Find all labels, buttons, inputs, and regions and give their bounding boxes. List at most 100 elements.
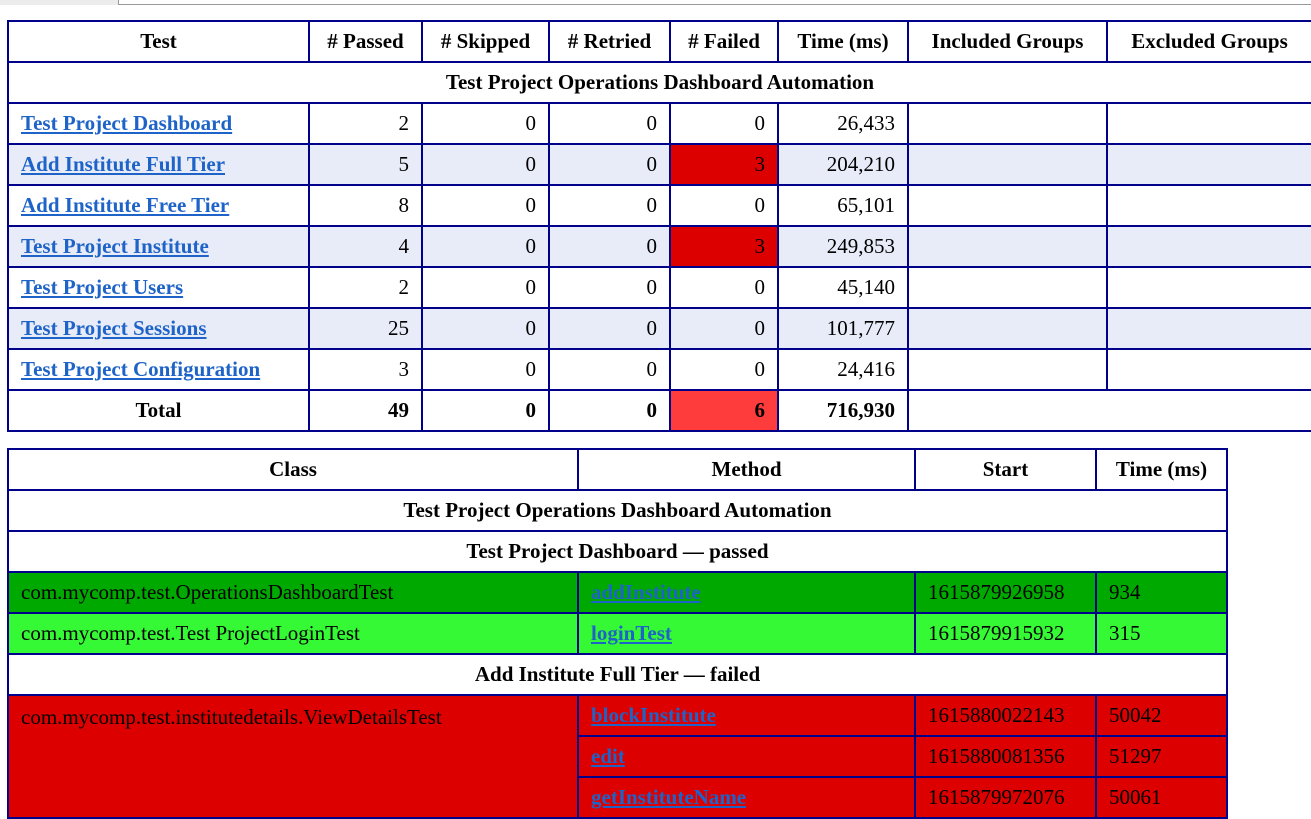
top-input-edge [118,0,1311,5]
table-row: Test Project Institute 4 0 0 3 249,853 [7,225,1311,268]
time-value: 934 [1095,571,1228,614]
table-row: getInstituteName 1615879972076 50061 [8,776,1228,819]
header-included-groups: Included Groups [907,20,1108,63]
test-link-configuration[interactable]: Test Project Configuration [21,357,261,381]
header-time: Time (ms) [1095,448,1228,491]
table-row: Test Project Users 2 0 0 0 45,140 [7,266,1311,309]
excluded-groups-cell [1106,143,1311,186]
header-start: Start [914,448,1097,491]
skipped-count: 0 [421,184,550,227]
detail-header-row: Class Method Start Time (ms) [7,448,1228,491]
header-test: Test [7,20,310,63]
test-link-add-institute-full-tier[interactable]: Add Institute Full Tier [21,152,226,176]
failed-count: 3 [669,225,779,268]
header-excluded-groups: Excluded Groups [1106,20,1311,63]
method-cell: edit [577,735,916,778]
summary-total-row: Total 49 0 0 6 716,930 [7,389,1311,432]
method-link-addInstitute[interactable]: addInstitute [591,580,701,604]
test-link-sessions[interactable]: Test Project Sessions [21,316,207,340]
method-cell: loginTest [577,612,916,655]
time-value: 26,433 [777,102,909,145]
class-name: com.mycomp.test.OperationsDashboardTest [7,571,579,614]
time-value: 51297 [1095,735,1228,778]
start-value: 1615879972076 [914,776,1097,819]
summary-suite-row: Test Project Operations Dashboard Automa… [7,61,1311,104]
total-passed: 49 [308,389,423,432]
included-groups-cell [907,348,1108,391]
skipped-count: 0 [421,102,550,145]
method-link-blockInstitute[interactable]: blockInstitute [591,703,716,727]
table-row: Add Institute Full Tier 5 0 0 3 204,210 [7,143,1311,186]
test-name-cell: Test Project Configuration [7,348,310,391]
included-groups-cell [907,266,1108,309]
passed-count: 8 [308,184,423,227]
suite-name: Test Project Operations Dashboard Automa… [7,61,1311,104]
test-name-cell: Test Project Institute [7,225,310,268]
suite-summary-table: Test # Passed # Skipped # Retried # Fail… [7,20,1311,432]
start-value: 1615880022143 [914,694,1097,737]
total-retried: 0 [548,389,671,432]
top-tab-strip [0,0,118,5]
skipped-count: 0 [421,266,550,309]
passed-count: 4 [308,225,423,268]
method-link-edit[interactable]: edit [591,744,625,768]
time-value: 24,416 [777,348,909,391]
table-row: com.mycomp.test.OperationsDashboardTest … [7,571,1228,614]
included-groups-cell [907,307,1108,350]
browser-top-edge [0,0,1311,6]
group-title-row: Test Project Dashboard — passed [7,530,1228,573]
failed-count: 0 [669,266,779,309]
test-link-dashboard[interactable]: Test Project Dashboard [21,111,233,135]
failed-count: 0 [669,102,779,145]
total-time: 716,930 [777,389,909,432]
start-value: 1615879915932 [914,612,1097,655]
total-groups-cell [907,389,1311,432]
method-detail-table: Class Method Start Time (ms) Test Projec… [7,448,1228,819]
group-title-full-tier-failed: Add Institute Full Tier — failed [7,653,1228,696]
time-value: 50061 [1095,776,1228,819]
detail-suite-name: Test Project Operations Dashboard Automa… [7,489,1228,532]
header-failed: # Failed [669,20,779,63]
retried-count: 0 [548,307,671,350]
retried-count: 0 [548,348,671,391]
excluded-groups-cell [1106,225,1311,268]
excluded-groups-cell [1106,266,1311,309]
test-name-cell: Add Institute Free Tier [7,184,310,227]
failed-count: 0 [669,307,779,350]
time-value: 50042 [1095,694,1228,737]
skipped-count: 0 [421,348,550,391]
test-link-add-institute-free-tier[interactable]: Add Institute Free Tier [21,193,230,217]
included-groups-cell [907,102,1108,145]
group-title-row: Add Institute Full Tier — failed [7,653,1228,696]
table-row: com.mycomp.test.Test ProjectLoginTest lo… [7,612,1228,655]
method-cell: addInstitute [577,571,916,614]
excluded-groups-cell [1106,184,1311,227]
table-row: com.mycomp.test.institutedetails.ViewDet… [7,694,1228,819]
passed-count: 2 [308,266,423,309]
header-retried: # Retried [548,20,671,63]
summary-header-row: Test # Passed # Skipped # Retried # Fail… [7,20,1311,63]
passed-count: 2 [308,102,423,145]
skipped-count: 0 [421,143,550,186]
failed-count: 3 [669,143,779,186]
passed-count: 3 [308,348,423,391]
failed-count: 0 [669,184,779,227]
header-skipped: # Skipped [421,20,550,63]
failed-count: 0 [669,348,779,391]
table-row: Test Project Dashboard 2 0 0 0 26,433 [7,102,1311,145]
retried-count: 0 [548,225,671,268]
included-groups-cell [907,225,1108,268]
table-row: Test Project Sessions 25 0 0 0 101,777 [7,307,1311,350]
excluded-groups-cell [1106,348,1311,391]
table-row: edit 1615880081356 51297 [8,735,1228,778]
time-value: 45,140 [777,266,909,309]
test-link-users[interactable]: Test Project Users [21,275,184,299]
header-class: Class [7,448,579,491]
method-link-loginTest[interactable]: loginTest [591,621,672,645]
test-name-cell: Add Institute Full Tier [7,143,310,186]
total-skipped: 0 [421,389,550,432]
time-value: 315 [1095,612,1228,655]
test-name-cell: Test Project Sessions [7,307,310,350]
test-link-institute[interactable]: Test Project Institute [21,234,209,258]
method-link-getInstituteName[interactable]: getInstituteName [591,785,747,809]
